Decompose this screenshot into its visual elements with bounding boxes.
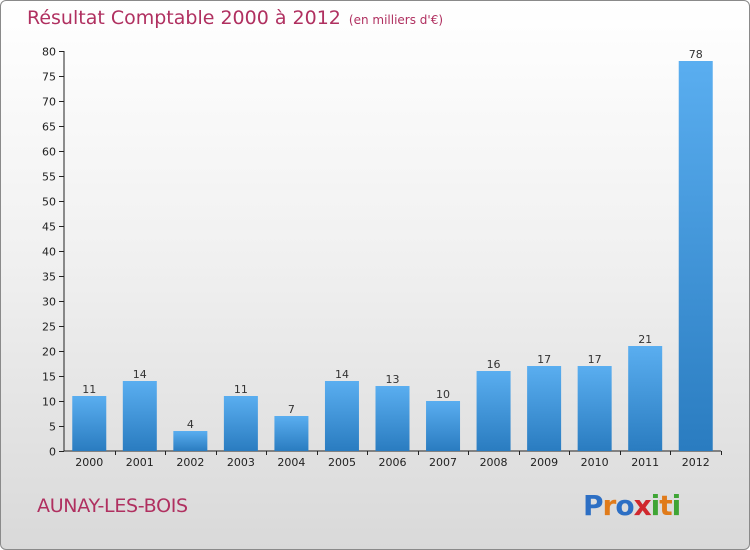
x-tick-label: 2000	[75, 456, 103, 469]
bar-value-label: 17	[588, 353, 602, 366]
bar	[173, 431, 208, 451]
y-tick-label: 80	[42, 46, 56, 59]
proxiti-logo: Proxiti	[583, 489, 682, 522]
bar	[274, 416, 309, 451]
x-tick-label: 2002	[176, 456, 204, 469]
y-tick-label: 10	[42, 396, 56, 409]
y-tick-label: 50	[42, 196, 56, 209]
bar-value-label: 17	[537, 353, 551, 366]
x-tick-label: 2012	[682, 456, 710, 469]
bar-value-label: 4	[187, 418, 194, 431]
chart-subtitle: (en milliers d'€)	[348, 13, 444, 27]
bar	[577, 366, 612, 451]
y-tick-label: 70	[42, 96, 56, 109]
y-tick-label: 15	[42, 371, 56, 384]
chart-title: Résultat Comptable 2000 à 2012 (en millie…	[27, 7, 443, 29]
bar	[223, 396, 258, 451]
bar-value-label: 14	[133, 368, 147, 381]
bar-value-label: 10	[436, 388, 450, 401]
bar	[426, 401, 461, 451]
bar-value-label: 16	[487, 358, 501, 371]
chart-title-text: Résultat Comptable 2000 à 2012	[27, 7, 341, 29]
bar	[324, 381, 359, 451]
bar	[122, 381, 157, 451]
bar-value-label: 78	[689, 48, 703, 61]
logo-letter: r	[602, 489, 617, 522]
logo-letter: P	[583, 489, 604, 522]
y-tick-label: 25	[42, 321, 56, 334]
logo-letter: i	[650, 489, 661, 522]
logo-letter: x	[633, 489, 652, 522]
x-tick-label: 2008	[480, 456, 508, 469]
y-tick-label: 65	[42, 121, 56, 134]
y-tick-label: 20	[42, 346, 56, 359]
bar-value-label: 11	[82, 383, 96, 396]
y-tick-label: 55	[42, 171, 56, 184]
bar-value-label: 13	[386, 373, 400, 386]
logo-letter: i	[671, 489, 682, 522]
x-tick-label: 2007	[429, 456, 457, 469]
x-tick-label: 2011	[631, 456, 659, 469]
x-tick-label: 2001	[126, 456, 154, 469]
y-tick-label: 45	[42, 221, 56, 234]
y-tick-label: 30	[42, 296, 56, 309]
x-tick-label: 2010	[581, 456, 609, 469]
logo-letter: t	[659, 489, 672, 522]
bar	[628, 346, 663, 451]
y-tick-label: 60	[42, 146, 56, 159]
x-tick-label: 2005	[328, 456, 356, 469]
y-tick-label: 75	[42, 71, 56, 84]
town-name: AUNAY-LES-BOIS	[37, 495, 188, 517]
y-tick-label: 40	[42, 246, 56, 259]
bar-value-label: 7	[288, 403, 295, 416]
x-tick-label: 2009	[530, 456, 558, 469]
x-tick-label: 2003	[227, 456, 255, 469]
bar	[72, 396, 107, 451]
y-tick-label: 35	[42, 271, 56, 284]
bar	[375, 386, 410, 451]
x-tick-label: 2006	[379, 456, 407, 469]
bar	[678, 61, 713, 451]
y-tick-label: 0	[49, 446, 56, 459]
bar-value-label: 14	[335, 368, 349, 381]
bar-value-label: 11	[234, 383, 248, 396]
bar	[476, 371, 511, 451]
logo-letter: o	[615, 489, 634, 522]
x-tick-label: 2004	[277, 456, 305, 469]
bar-value-label: 21	[638, 333, 652, 346]
bar	[527, 366, 562, 451]
y-tick-label: 5	[49, 421, 56, 434]
